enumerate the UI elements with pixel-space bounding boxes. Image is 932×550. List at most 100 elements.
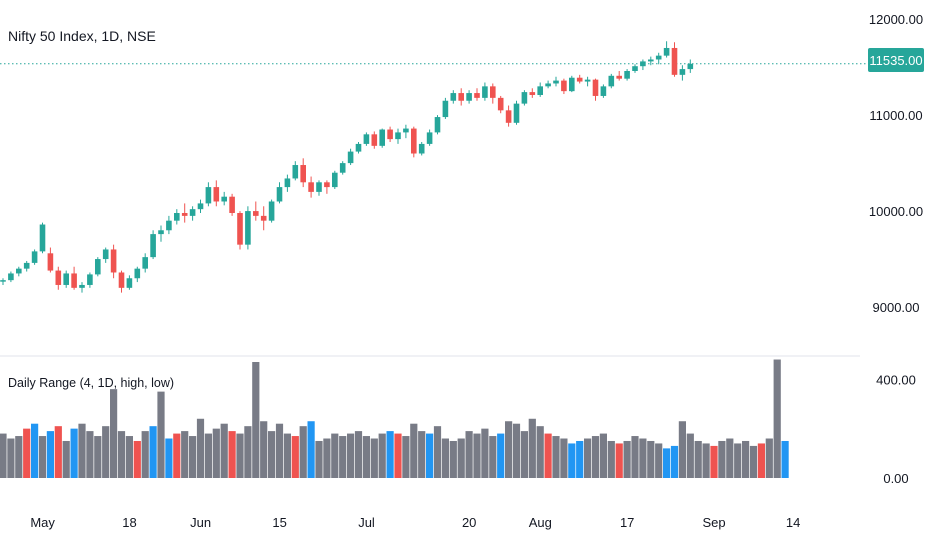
range-bar[interactable] [678,421,686,478]
candle[interactable] [0,278,6,285]
range-bar[interactable] [505,421,513,478]
range-bar[interactable] [157,391,165,478]
range-bar[interactable] [426,433,434,478]
range-bar[interactable] [615,443,623,478]
candle[interactable] [411,126,417,158]
candle[interactable] [355,142,362,154]
range-bar[interactable] [133,440,141,478]
candle[interactable] [189,206,196,221]
candle[interactable] [126,275,133,290]
range-bar[interactable] [544,433,552,478]
range-bar[interactable] [362,436,370,478]
candle[interactable] [16,266,22,277]
range-bar[interactable] [536,426,544,478]
candle[interactable] [387,126,393,142]
range-bar[interactable] [726,438,734,478]
range-bar[interactable] [212,428,220,478]
range-bar[interactable] [591,436,600,478]
candle[interactable] [474,88,480,101]
candle[interactable] [363,132,370,146]
candle[interactable] [434,115,441,135]
candle[interactable] [347,148,354,166]
range-bar[interactable] [117,431,126,478]
candle[interactable] [150,230,156,260]
range-bar[interactable] [268,431,276,478]
range-bar[interactable] [718,440,726,478]
candle[interactable] [47,247,54,273]
candle[interactable] [600,84,607,98]
range-bar[interactable] [576,440,584,478]
range-bar[interactable] [354,431,363,478]
range-bar[interactable] [481,428,489,478]
candle[interactable] [110,244,117,279]
range-bar[interactable] [31,423,39,478]
candle[interactable] [102,247,109,263]
range-bar[interactable] [528,418,536,478]
candle[interactable] [576,74,583,84]
candle[interactable] [87,272,93,288]
candle[interactable] [23,260,30,272]
range-bar[interactable] [339,436,347,478]
candle[interactable] [569,75,575,93]
candle[interactable] [458,88,464,106]
range-bar[interactable] [283,433,291,478]
range-bar[interactable] [220,423,228,478]
candle[interactable] [442,97,449,119]
range-bar[interactable] [331,433,339,478]
range-bar[interactable] [46,431,54,478]
candle[interactable] [584,76,591,87]
range-bar[interactable] [765,438,773,478]
candle[interactable] [553,76,559,87]
range-bar[interactable] [196,418,205,478]
range-bar[interactable] [15,436,23,478]
candle[interactable] [505,105,512,127]
candle[interactable] [39,222,46,254]
candle[interactable] [245,206,251,250]
range-bar[interactable] [584,438,592,478]
range-bar[interactable] [457,438,465,478]
candle[interactable] [213,180,220,207]
candle[interactable] [158,225,164,242]
candle[interactable] [561,78,567,95]
candle[interactable] [655,52,662,65]
range-bar[interactable] [204,433,212,478]
range-bar[interactable] [394,433,402,478]
candle[interactable] [31,249,38,265]
range-bar[interactable] [275,423,284,478]
range-bar[interactable] [670,445,679,478]
range-bar[interactable] [62,440,70,478]
range-bar[interactable] [228,431,236,478]
candle[interactable] [237,211,243,250]
range-bar[interactable] [94,436,102,478]
range-bar[interactable] [378,433,386,478]
range-bar[interactable] [757,443,765,478]
candle[interactable] [260,206,267,231]
range-bar[interactable] [418,431,426,478]
range-bar[interactable] [734,443,742,478]
candle[interactable] [466,90,472,104]
range-bar[interactable] [441,438,449,478]
candle[interactable] [490,83,496,104]
candle[interactable] [95,257,101,277]
candle[interactable] [497,95,504,114]
range-bar[interactable] [694,440,702,478]
candle[interactable] [679,65,686,81]
range-bar[interactable] [655,443,663,478]
price-axis[interactable]: 12000.00 11000.00 10000.00 9000.00 400.00 0.0… [869,12,923,486]
range-bar[interactable] [552,436,560,478]
range-bar[interactable] [631,436,639,478]
range-bar[interactable] [647,440,655,478]
candle[interactable] [395,128,401,144]
range-bar[interactable] [260,421,268,478]
range-bar[interactable] [781,440,789,478]
candle[interactable] [529,88,536,98]
range-bar[interactable] [315,440,323,478]
range-bar[interactable] [149,426,157,478]
range-bar[interactable] [54,426,62,478]
range-bar[interactable] [323,438,331,478]
candle[interactable] [521,90,528,106]
candle[interactable] [8,271,14,283]
candle[interactable] [268,199,275,223]
range-bar[interactable] [512,423,521,478]
range-bar[interactable] [181,431,189,478]
